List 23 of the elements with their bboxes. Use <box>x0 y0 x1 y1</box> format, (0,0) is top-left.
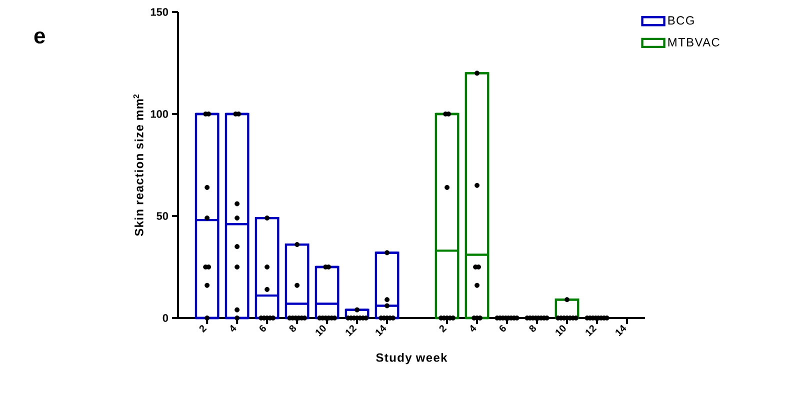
legend-label: BCG <box>668 16 694 25</box>
x-tick-label: 2 <box>199 325 207 333</box>
x-tick-label: 2 <box>439 325 447 333</box>
y-axis-title: Skin reaction size mm$^{2}$ <box>133 94 144 236</box>
x-tick-label: 14 <box>376 324 386 336</box>
x-tick-label: 4 <box>470 324 476 332</box>
legend-label: MTBVAC <box>668 38 720 46</box>
text: e <box>34 32 45 44</box>
x-tick-label: 10 <box>316 325 326 336</box>
x-tick-label: 8 <box>289 325 296 332</box>
x-tick-label: 4 <box>230 324 236 332</box>
x-axis-title: Study week <box>376 353 448 364</box>
x-tick-label: 6 <box>260 325 266 332</box>
y-tick-label: 50 <box>156 212 168 220</box>
y-tick-label: 0 <box>162 314 168 322</box>
x-tick-label: 14 <box>616 324 626 336</box>
x-tick-label: 12 <box>346 325 357 336</box>
x-tick-label: 8 <box>529 325 536 332</box>
y-tick-label: 150 <box>150 8 168 16</box>
x-tick-label: 12 <box>586 325 597 336</box>
y-tick-label: 100 <box>150 110 168 118</box>
x-tick-label: 6 <box>499 325 506 332</box>
x-tick-label: 10 <box>556 325 566 336</box>
